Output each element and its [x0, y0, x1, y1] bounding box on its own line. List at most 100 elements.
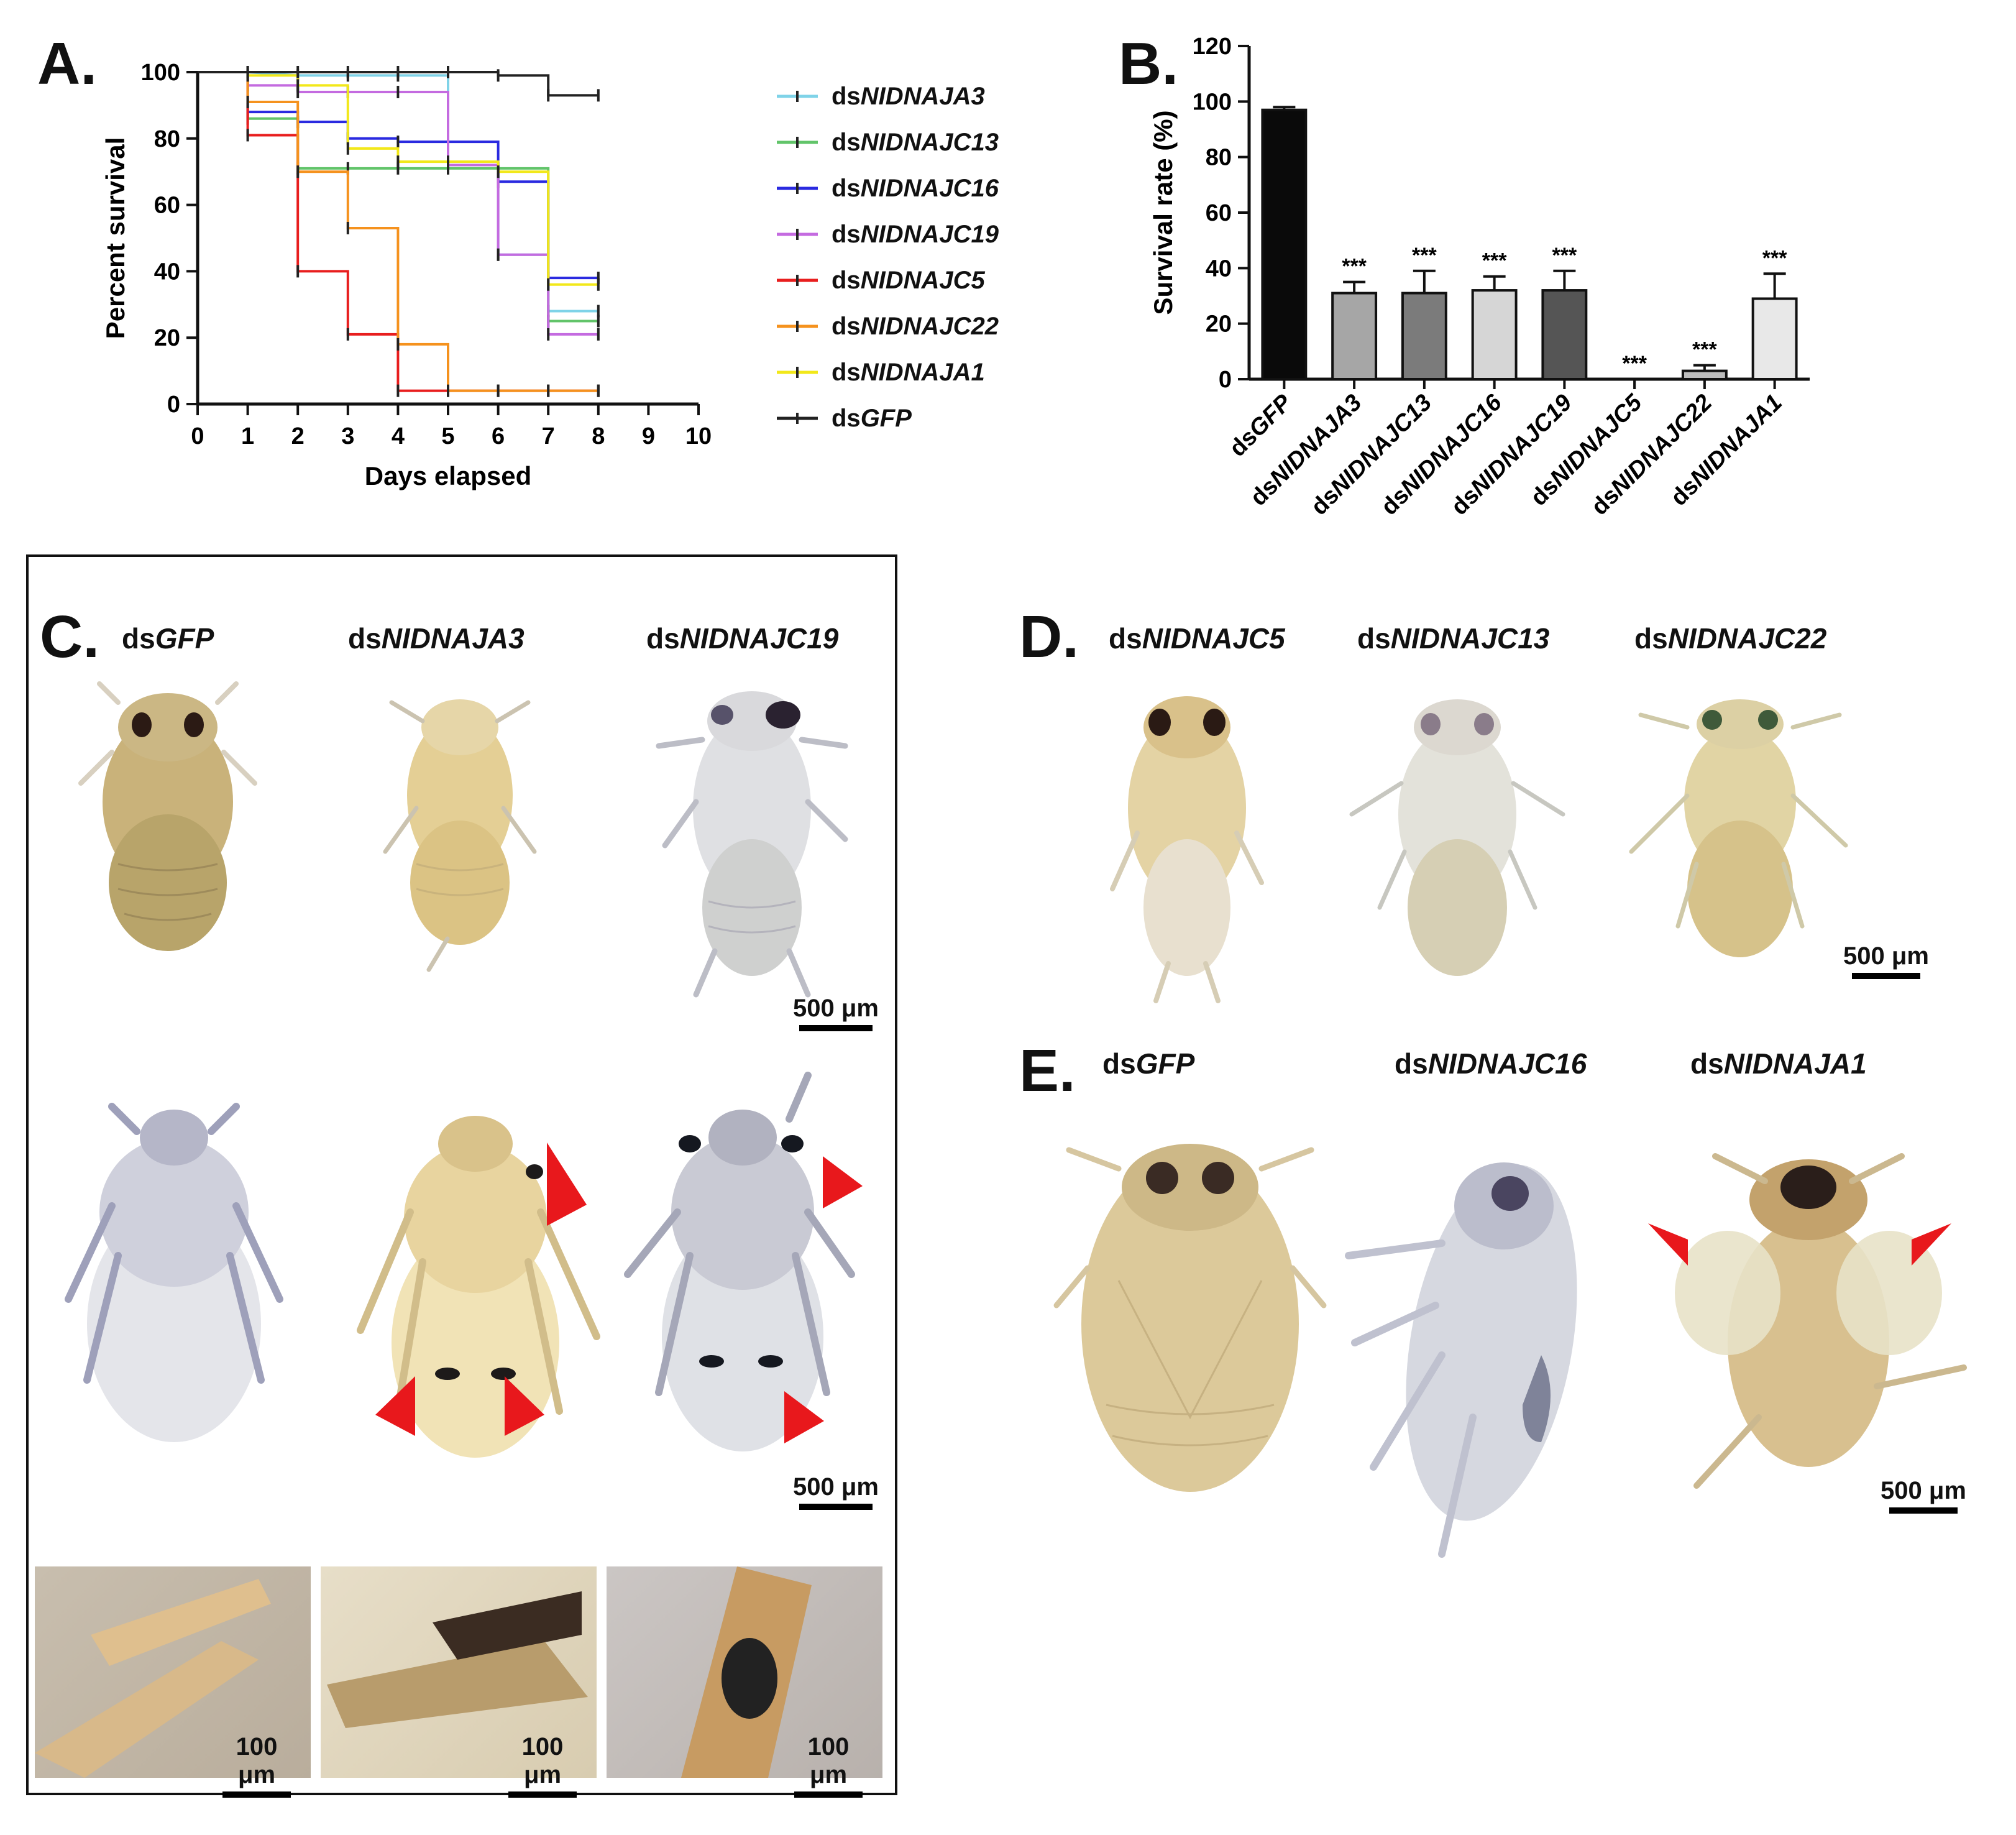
- insect-photo-c13: [1349, 699, 1565, 976]
- panel-e-label-a1: dsNIDNAJA1: [1690, 1047, 1867, 1080]
- x-tick-label-a: 8: [592, 423, 605, 449]
- bar-nidnajc22: [1681, 369, 1728, 380]
- x-tick-label-a: 3: [341, 423, 354, 449]
- x-tick-label-b: dsNIDNAJC22: [1587, 390, 1717, 520]
- x-tick-label-a: 0: [191, 423, 204, 449]
- legend-item-nidnaja3: ds NIDNAJA3: [777, 73, 999, 119]
- y-tick-label-b: 120: [1193, 34, 1232, 60]
- panel-c-label-a3: dsNIDNAJA3: [348, 622, 525, 655]
- x-tick-label-a: 9: [642, 423, 655, 449]
- y-axis-label-a: Percent survival: [101, 137, 130, 339]
- significance-marker: ***: [1692, 338, 1717, 362]
- legend-gene-name: NIDNAJC13: [860, 128, 999, 156]
- legend-swatch: [777, 91, 818, 102]
- insect-photo-e-gfp: [1053, 1144, 1327, 1492]
- y-tick-label-a: 0: [167, 392, 180, 418]
- legend-gene-name: NIDNAJC22: [860, 312, 999, 340]
- legend-prefix: ds: [832, 312, 861, 340]
- legend-gene-name: NIDNAJC16: [860, 174, 999, 202]
- legend-gene-name: NIDNAJC5: [860, 266, 985, 294]
- insect-photo-c19-ventral: [624, 1072, 855, 1451]
- legend-item-nidnajc19: ds NIDNAJC19: [777, 211, 999, 257]
- panel-c-label-gfp: dsGFP: [122, 622, 214, 655]
- scale-bar-e: 500 μm: [1877, 1477, 1970, 1514]
- bar-nidnaja3: [1331, 292, 1378, 380]
- bar-nidnaja1: [1751, 297, 1798, 381]
- bar-nidnajc19: [1541, 289, 1588, 381]
- legend-swatch: [777, 321, 818, 332]
- y-tick-label-a: 100: [141, 60, 180, 86]
- y-tick-label-a: 20: [154, 325, 180, 351]
- significance-marker: ***: [1482, 249, 1507, 273]
- legend-gene-name: NIDNAJA3: [860, 82, 985, 110]
- x-tick-label-a: 10: [685, 423, 712, 449]
- x-tick-label-b: dsNIDNAJC16: [1377, 389, 1508, 520]
- significance-marker: ***: [1412, 244, 1437, 267]
- closeup-photo-a3: [321, 1566, 597, 1778]
- panel-label-e: E.: [1019, 1037, 1076, 1104]
- panel-e-label-gfp: dsGFP: [1102, 1047, 1195, 1080]
- legend-item-nidnajc5: ds NIDNAJC5: [777, 257, 999, 303]
- legend-prefix: ds: [832, 404, 861, 432]
- legend-item-nidnajc22: ds NIDNAJC22: [777, 303, 999, 349]
- scale-bar-c-top: 500 μm: [789, 995, 882, 1031]
- panel-label-b: B.: [1119, 30, 1178, 97]
- legend-item-nidnaja1: ds NIDNAJA1: [777, 349, 999, 395]
- panel-label-a: A.: [37, 30, 97, 97]
- scale-bar-close-2: 100 μm: [502, 1733, 583, 1798]
- x-tick-label-a: 6: [492, 423, 505, 449]
- legend-swatch: [777, 367, 818, 378]
- panel-c-label-c19: dsNIDNAJC19: [646, 622, 839, 655]
- insect-photo-gfp-ventral: [65, 1103, 283, 1442]
- y-tick-label-a: 60: [154, 193, 180, 219]
- y-tick-label-b: 80: [1206, 145, 1232, 171]
- closeup-photo-c19: [607, 1566, 882, 1778]
- insect-photo-c22: [1629, 699, 1848, 957]
- scale-bar-d: 500 μm: [1840, 942, 1933, 979]
- legend-swatch: [777, 229, 818, 240]
- significance-marker: ***: [1342, 255, 1367, 278]
- panel-e-label-c16: dsNIDNAJC16: [1395, 1047, 1587, 1080]
- y-tick-label-b: 40: [1206, 255, 1232, 282]
- survival-line-nidnajc16: [198, 71, 598, 280]
- scale-bar-close-1: 100 μm: [216, 1733, 297, 1798]
- insect-photo-c5: [1110, 696, 1264, 1003]
- y-tick-label-b: 100: [1193, 89, 1232, 115]
- legend-prefix: ds: [832, 128, 861, 156]
- legend-gene-name: GFP: [860, 404, 912, 432]
- legend-prefix: ds: [832, 220, 861, 248]
- y-tick-label-b: 0: [1219, 367, 1232, 393]
- y-tick-label-b: 20: [1206, 311, 1232, 338]
- insect-photo-a3-dorsal: [383, 699, 537, 972]
- legend-gene-name: NIDNAJA1: [860, 358, 985, 386]
- bar-gfp: [1261, 108, 1308, 380]
- legend-swatch: [777, 275, 818, 286]
- legend-item-nidnajc13: ds NIDNAJC13: [777, 119, 999, 165]
- legend-swatch: [777, 137, 818, 148]
- y-tick-label-a: 80: [154, 126, 180, 152]
- closeup-photo-gfp: [35, 1566, 311, 1778]
- panel-d-label-c22: dsNIDNAJC22: [1634, 622, 1827, 655]
- scale-bar-c-mid: 500 μm: [789, 1473, 882, 1510]
- x-axis-label-a: Days elapsed: [365, 461, 532, 490]
- significance-marker: ***: [1552, 244, 1577, 267]
- significance-marker: ***: [1762, 246, 1787, 270]
- x-tick-label-a: 7: [542, 423, 555, 449]
- insect-photo-e-c16: [1345, 1162, 1577, 1558]
- y-axis-label-b: Survival rate (%): [1148, 110, 1178, 315]
- significance-marker: ***: [1622, 352, 1647, 375]
- survival-line-nidnaja1: [198, 71, 598, 286]
- x-tick-label-b: dsNIDNAJC13: [1306, 390, 1437, 520]
- legend-prefix: ds: [832, 266, 861, 294]
- legend-swatch: [777, 413, 818, 424]
- panel-label-d: D.: [1019, 604, 1079, 670]
- panel-d-label-c13: dsNIDNAJC13: [1357, 622, 1550, 655]
- legend-item-gfp: ds GFP: [777, 395, 999, 441]
- panel-d-label-c5: dsNIDNAJC5: [1109, 622, 1285, 655]
- insect-photo-gfp-dorsal: [78, 681, 257, 951]
- legend-prefix: ds: [832, 82, 861, 110]
- insect-photo-e-a1: [1675, 1153, 1967, 1489]
- legend-prefix: ds: [832, 174, 861, 202]
